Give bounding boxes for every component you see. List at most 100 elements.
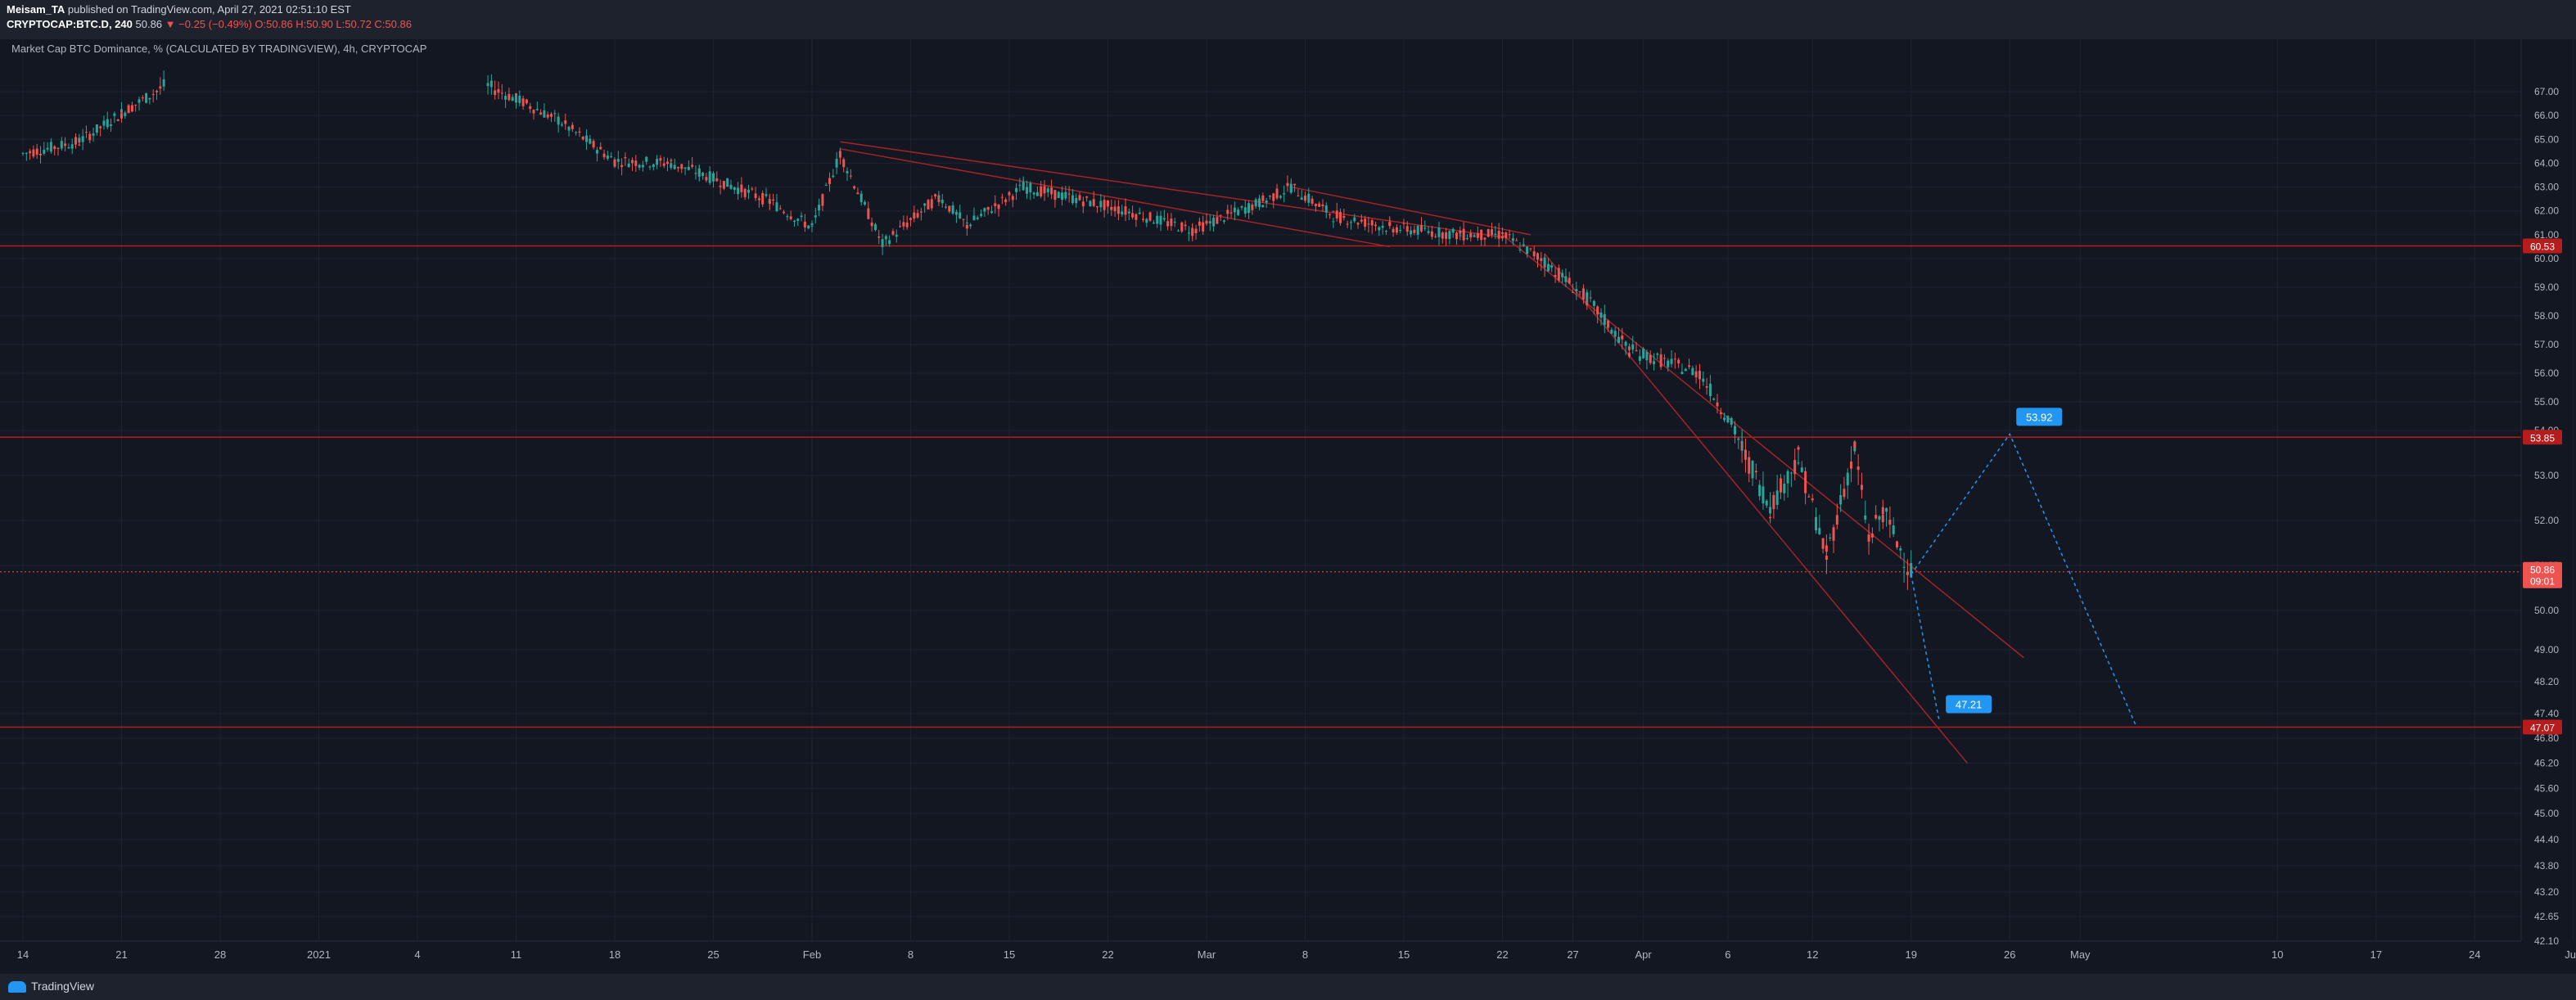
candle-body bbox=[1737, 438, 1740, 440]
projection-label: 53.92 bbox=[2026, 411, 2053, 423]
chart-background bbox=[0, 39, 2576, 974]
price-tick-label: 43.20 bbox=[2534, 886, 2559, 898]
candle-body bbox=[853, 186, 856, 189]
candle-body bbox=[64, 143, 67, 146]
publish-info: Meisam_TA published on TradingView.com, … bbox=[7, 3, 351, 16]
candle-body bbox=[1339, 212, 1342, 223]
candle-body bbox=[737, 187, 740, 195]
candle-body bbox=[134, 104, 138, 106]
candle-body bbox=[1257, 198, 1261, 207]
candle-body bbox=[1075, 197, 1078, 204]
candle-body bbox=[930, 199, 933, 209]
candle-body bbox=[1187, 232, 1190, 234]
candle-body bbox=[1254, 199, 1257, 207]
candle-body bbox=[1166, 221, 1170, 227]
time-tick-label: 21 bbox=[115, 948, 127, 961]
publish-timestamp: published on TradingView.com, April 27, … bbox=[67, 3, 351, 16]
candle-body bbox=[606, 155, 609, 160]
candle-body bbox=[1888, 520, 1892, 525]
candle-body bbox=[1043, 186, 1046, 194]
candle-body bbox=[792, 220, 796, 222]
projection-paths: 53.92 47.21 bbox=[1910, 408, 2137, 727]
candle-body bbox=[783, 211, 786, 214]
candle-body bbox=[489, 80, 493, 88]
candle-body bbox=[994, 203, 997, 207]
candle-body bbox=[722, 181, 725, 189]
price-tick-label: 49.00 bbox=[2534, 644, 2559, 655]
candle-body bbox=[159, 86, 162, 89]
candle-body bbox=[620, 164, 624, 168]
candle-body bbox=[1635, 350, 1638, 352]
candle-body bbox=[1067, 193, 1071, 195]
price-tick-label: 46.80 bbox=[2534, 732, 2559, 744]
candle-body bbox=[849, 175, 852, 177]
candle-body bbox=[539, 112, 543, 115]
candle-body bbox=[1491, 229, 1494, 236]
price-tick-label: 44.40 bbox=[2534, 834, 2559, 845]
candle-body bbox=[972, 215, 976, 221]
candle-body bbox=[99, 126, 102, 128]
candle-body bbox=[980, 214, 983, 216]
candle-body bbox=[1243, 207, 1247, 214]
candle-body bbox=[1311, 198, 1314, 204]
candle-body bbox=[1508, 234, 1511, 236]
time-tick-label: 8 bbox=[1302, 948, 1308, 961]
candle-body bbox=[1321, 204, 1324, 207]
candle-body bbox=[1356, 223, 1360, 225]
candle-body bbox=[824, 184, 828, 186]
time-tick-label: 14 bbox=[17, 948, 29, 961]
candle-body bbox=[1451, 228, 1455, 233]
time-axis[interactable]: 14 21 28 2021 4 11 18 25 Feb 8 15 22 Mar 8 15 22 27 Apr 6 1… bbox=[17, 948, 2576, 961]
candle-body bbox=[1008, 191, 1011, 196]
price-axis[interactable]: 67.00 66.00 65.00 64.00 63.00 62.00 61.00 60.00… bbox=[2534, 86, 2559, 947]
candle-body bbox=[1856, 466, 1860, 471]
candle-body bbox=[1529, 248, 1532, 250]
brand[interactable]: TradingView bbox=[8, 980, 94, 993]
candle-body bbox=[557, 117, 560, 125]
candle-body bbox=[796, 218, 800, 221]
candle-body bbox=[1018, 184, 1022, 186]
candle-body bbox=[106, 119, 109, 128]
candle-body bbox=[1110, 206, 1113, 210]
candle-body bbox=[116, 119, 120, 121]
candle-body bbox=[1699, 371, 1701, 380]
candle-body bbox=[1040, 186, 1043, 197]
candle-body bbox=[1561, 273, 1564, 277]
price-tick-label: 48.20 bbox=[2534, 676, 2559, 687]
candle-body bbox=[1874, 515, 1878, 519]
candle-body bbox=[1906, 571, 1909, 575]
candle-body bbox=[1902, 566, 1906, 568]
candle-body bbox=[927, 200, 930, 209]
chart-header: Meisam_TA published on TradingView.com, … bbox=[0, 0, 2576, 39]
candle-body bbox=[1800, 467, 1803, 472]
candle-body bbox=[1346, 223, 1349, 225]
candle-body bbox=[1730, 417, 1733, 425]
candle-body bbox=[1103, 200, 1106, 210]
price-chart[interactable]: 53.92 47.21 67.00 66.00 65.00 64.00 63.00 62.0… bbox=[0, 0, 2576, 974]
candle-body bbox=[1807, 496, 1811, 498]
candle-body bbox=[1581, 288, 1585, 300]
candle-body bbox=[1251, 204, 1254, 210]
time-tick-label: 2021 bbox=[307, 948, 331, 961]
candle-body bbox=[683, 167, 687, 169]
author-name[interactable]: Meisam_TA bbox=[7, 3, 65, 16]
candle-body bbox=[1667, 360, 1670, 367]
symbol-name[interactable]: CRYPTOCAP:BTC.D, 240 bbox=[7, 18, 133, 30]
candle-body bbox=[148, 97, 151, 100]
candle-body bbox=[1441, 232, 1444, 239]
candle-body bbox=[610, 156, 613, 158]
candle-body bbox=[743, 188, 747, 197]
candle-body bbox=[1237, 209, 1240, 215]
candle-body bbox=[1145, 218, 1148, 223]
candle-body bbox=[1229, 212, 1233, 214]
candle-body bbox=[627, 164, 630, 168]
candle-body bbox=[1572, 291, 1575, 293]
candle-body bbox=[599, 146, 602, 150]
candle-body bbox=[1797, 447, 1800, 450]
level-badge bbox=[2523, 238, 2562, 254]
candle-body bbox=[945, 206, 948, 208]
candle-body bbox=[1910, 562, 1913, 578]
candlestick-series bbox=[21, 70, 1913, 590]
time-tick-label: 24 bbox=[2469, 948, 2480, 961]
candle-body bbox=[1789, 472, 1793, 474]
